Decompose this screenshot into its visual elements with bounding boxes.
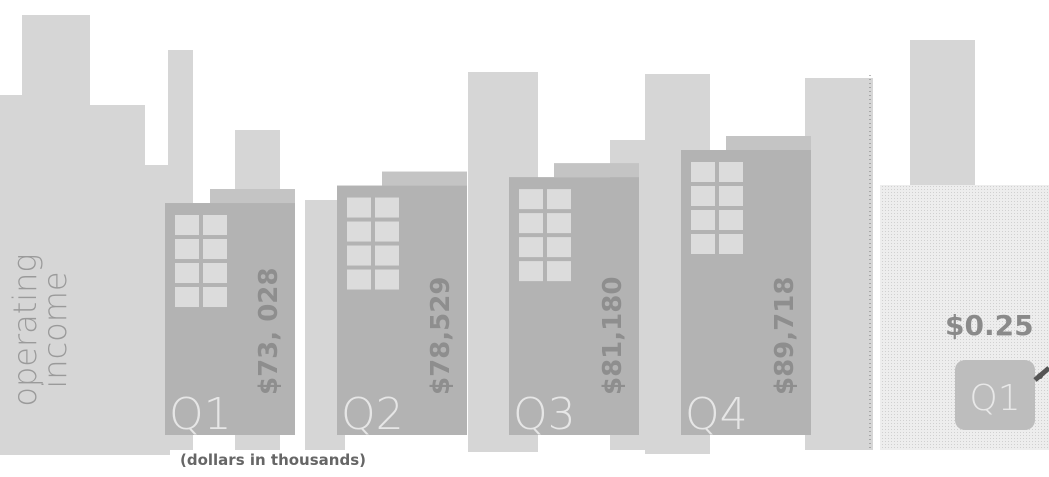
window (547, 213, 571, 233)
window (519, 189, 543, 209)
window (691, 186, 715, 206)
category-label: Q4 (685, 389, 748, 440)
roof (382, 172, 467, 186)
category-label: Q3 (513, 389, 576, 440)
value-label: $89,718 (770, 277, 800, 395)
roof (726, 136, 811, 150)
window (375, 270, 399, 290)
window (203, 287, 227, 307)
value-label: $81,180 (598, 277, 628, 395)
chart: (dollars in thousands) operatingincome$7… (0, 0, 1049, 477)
window (547, 237, 571, 257)
window (175, 239, 199, 259)
window (203, 215, 227, 235)
window (375, 246, 399, 266)
category-label: Q1 (969, 378, 1020, 419)
value-label: $0.25 (945, 309, 1034, 342)
window (375, 198, 399, 218)
window (547, 261, 571, 281)
value-label: $73, 028 (254, 268, 284, 395)
window (175, 263, 199, 283)
window (519, 261, 543, 281)
window (519, 213, 543, 233)
window (203, 263, 227, 283)
window (547, 189, 571, 209)
window (203, 239, 227, 259)
chart-subtitle: (dollars in thousands) (180, 451, 366, 469)
window (691, 210, 715, 230)
window (347, 222, 371, 242)
window (719, 234, 743, 254)
window (691, 162, 715, 182)
window (719, 210, 743, 230)
window (347, 270, 371, 290)
roof (210, 189, 295, 203)
point (1037, 373, 1043, 379)
value-label: $78,529 (426, 277, 456, 395)
window (175, 215, 199, 235)
window (691, 234, 715, 254)
category-label: Q2 (341, 389, 404, 440)
window (347, 246, 371, 266)
window (519, 237, 543, 257)
chart-title: income (36, 271, 74, 388)
window (719, 186, 743, 206)
window (719, 162, 743, 182)
window (175, 287, 199, 307)
window (347, 198, 371, 218)
window (375, 222, 399, 242)
roof (554, 163, 639, 177)
category-label: Q1 (169, 389, 232, 440)
